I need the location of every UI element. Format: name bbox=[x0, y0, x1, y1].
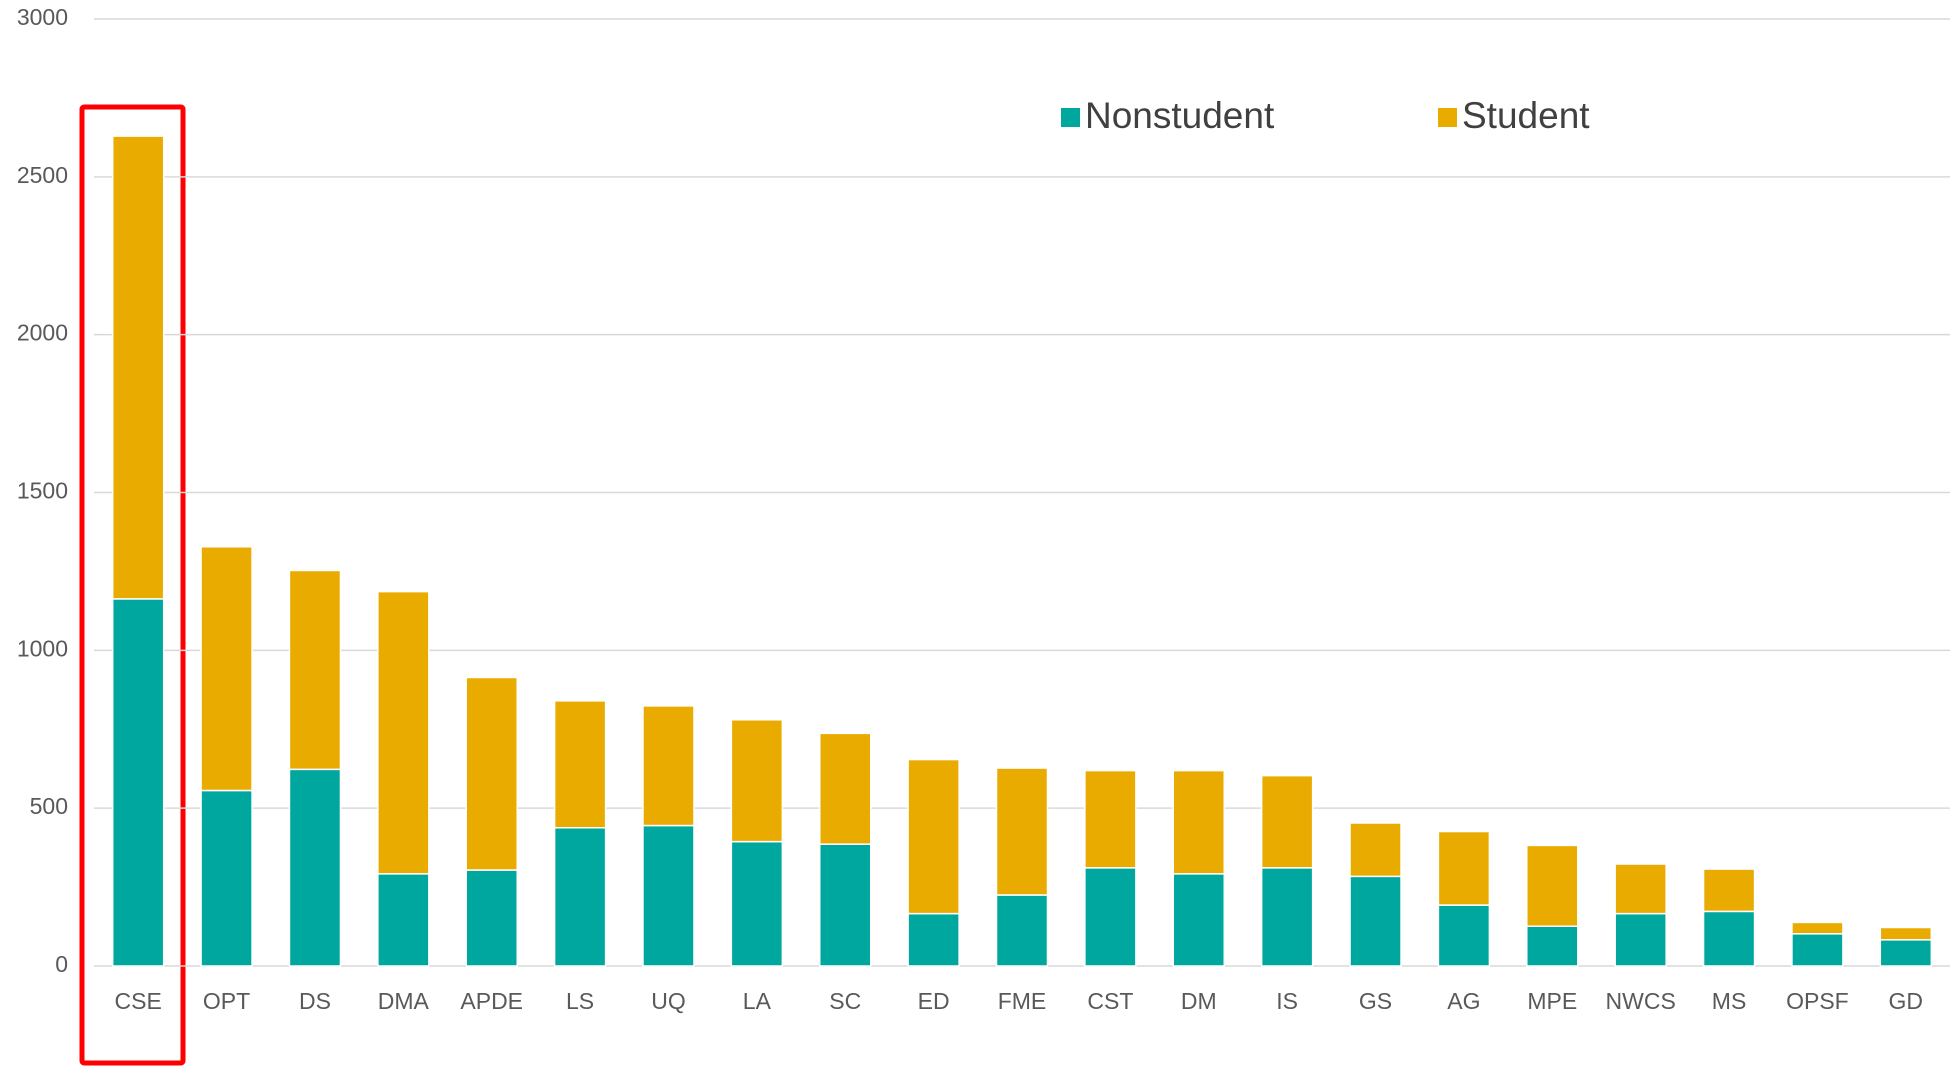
bar-segment bbox=[377, 873, 430, 967]
y-tick-label: 3000 bbox=[17, 4, 68, 30]
bar-segment bbox=[288, 569, 342, 771]
bar-segment bbox=[377, 590, 430, 875]
bar-segment bbox=[1437, 904, 1491, 967]
bar-segment bbox=[907, 912, 960, 967]
x-tick-label: LA bbox=[743, 988, 772, 1014]
x-tick-label: GD bbox=[1889, 988, 1924, 1014]
highlight-box bbox=[79, 104, 186, 1066]
bar-segment bbox=[200, 789, 253, 967]
legend-swatch bbox=[1438, 108, 1457, 127]
bar-segment bbox=[1260, 867, 1314, 967]
y-tick-label: 500 bbox=[30, 793, 68, 819]
bar-segment bbox=[465, 676, 518, 871]
x-tick-label: IS bbox=[1276, 988, 1298, 1014]
y-tick-label: 2000 bbox=[17, 320, 68, 346]
legend-swatch bbox=[1061, 108, 1080, 127]
x-tick-label: UQ bbox=[651, 988, 686, 1014]
bar-segment bbox=[995, 894, 1049, 967]
bar-segment bbox=[1526, 844, 1579, 927]
bar-segment bbox=[1349, 875, 1402, 967]
bar-segment bbox=[553, 826, 607, 967]
legend-label: Student bbox=[1462, 95, 1590, 136]
bar-segment bbox=[1702, 868, 1756, 913]
x-tick-label: SC bbox=[829, 988, 861, 1014]
x-tick-label: NWCS bbox=[1606, 988, 1676, 1014]
y-tick-label: 0 bbox=[55, 951, 68, 977]
bar-segment bbox=[1614, 912, 1667, 967]
bar-segment bbox=[1172, 769, 1226, 875]
x-tick-label: FME bbox=[998, 988, 1047, 1014]
x-tick-label: MS bbox=[1712, 988, 1747, 1014]
bar-segment bbox=[1791, 921, 1844, 935]
bar-segment bbox=[465, 869, 518, 967]
plot: 0 500 1000 1500 2000 2500 3000 CSE OPT DS DMA APDE L… bbox=[17, 4, 1950, 1014]
bar-segment bbox=[730, 840, 784, 967]
x-tick-label: CST bbox=[1087, 988, 1133, 1014]
bar-segment bbox=[553, 700, 607, 829]
bar-segment bbox=[1349, 822, 1402, 878]
bar-segment bbox=[200, 546, 253, 792]
bar-segment bbox=[642, 705, 695, 827]
x-tick-label: OPT bbox=[203, 988, 250, 1014]
bar-segment bbox=[111, 598, 165, 967]
bar-segment bbox=[995, 767, 1049, 896]
bar-segment bbox=[1084, 867, 1137, 967]
bar-segment bbox=[642, 824, 695, 967]
bar-segment bbox=[1791, 933, 1844, 967]
bar-segment bbox=[1614, 863, 1667, 915]
y-tick-label: 1000 bbox=[17, 635, 68, 661]
x-tick-label: MPE bbox=[1527, 988, 1577, 1014]
bar-segment bbox=[111, 135, 165, 600]
bar-segment bbox=[818, 732, 872, 845]
bar-segment bbox=[907, 758, 960, 915]
x-tick-label: DS bbox=[299, 988, 331, 1014]
x-tick-label: DMA bbox=[378, 988, 430, 1014]
x-tick-label: LS bbox=[566, 988, 594, 1014]
x-tick-label: CSE bbox=[115, 988, 162, 1014]
x-tick-label: DM bbox=[1181, 988, 1217, 1014]
bar-segment bbox=[1172, 873, 1226, 967]
x-tick-label: GS bbox=[1359, 988, 1392, 1014]
bar-segment bbox=[1084, 769, 1137, 869]
bar-segment bbox=[288, 768, 342, 967]
bar-segment bbox=[1702, 910, 1756, 967]
bar-segment bbox=[818, 843, 872, 967]
bar-segment bbox=[1260, 774, 1314, 869]
y-tick-label: 1500 bbox=[17, 478, 68, 504]
x-tick-label: OPSF bbox=[1786, 988, 1849, 1014]
x-tick-label: APDE bbox=[460, 988, 523, 1014]
bar-segment bbox=[1437, 830, 1491, 906]
y-tick-label: 2500 bbox=[17, 162, 68, 188]
x-tick-label: ED bbox=[918, 988, 950, 1014]
legend-label: Nonstudent bbox=[1085, 95, 1275, 136]
bar-segment bbox=[1526, 925, 1579, 967]
bar-segment bbox=[1879, 926, 1933, 941]
bar-segment bbox=[730, 719, 784, 843]
x-tick-label: AG bbox=[1447, 988, 1480, 1014]
bar-segment bbox=[1879, 939, 1933, 967]
